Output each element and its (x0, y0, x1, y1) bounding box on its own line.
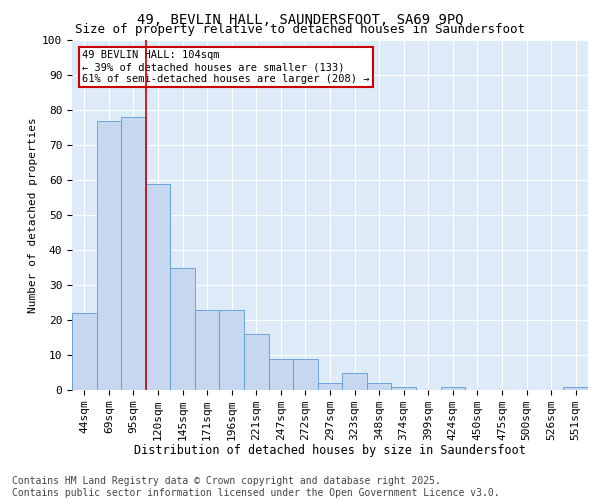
Bar (367, 383, 391, 390)
Bar (146, 184, 170, 390)
Bar (342, 372, 367, 390)
Bar (440, 386, 465, 390)
Bar (170, 268, 195, 390)
Text: 49 BEVLIN HALL: 104sqm
← 39% of detached houses are smaller (133)
61% of semi-de: 49 BEVLIN HALL: 104sqm ← 39% of detached… (82, 50, 370, 84)
Y-axis label: Number of detached properties: Number of detached properties (28, 117, 38, 313)
Bar (269, 358, 293, 390)
X-axis label: Distribution of detached houses by size in Saundersfoot: Distribution of detached houses by size … (134, 444, 526, 458)
Bar (318, 383, 342, 390)
Bar (121, 117, 146, 390)
Bar (195, 310, 220, 390)
Text: Size of property relative to detached houses in Saundersfoot: Size of property relative to detached ho… (75, 22, 525, 36)
Bar (244, 334, 269, 390)
Text: 49, BEVLIN HALL, SAUNDERSFOOT, SA69 9PQ: 49, BEVLIN HALL, SAUNDERSFOOT, SA69 9PQ (137, 12, 463, 26)
Bar (97, 120, 121, 390)
Text: Contains HM Land Registry data © Crown copyright and database right 2025.
Contai: Contains HM Land Registry data © Crown c… (12, 476, 500, 498)
Bar (563, 386, 588, 390)
Bar (391, 386, 416, 390)
Bar (72, 313, 97, 390)
Bar (293, 358, 318, 390)
Bar (220, 310, 244, 390)
